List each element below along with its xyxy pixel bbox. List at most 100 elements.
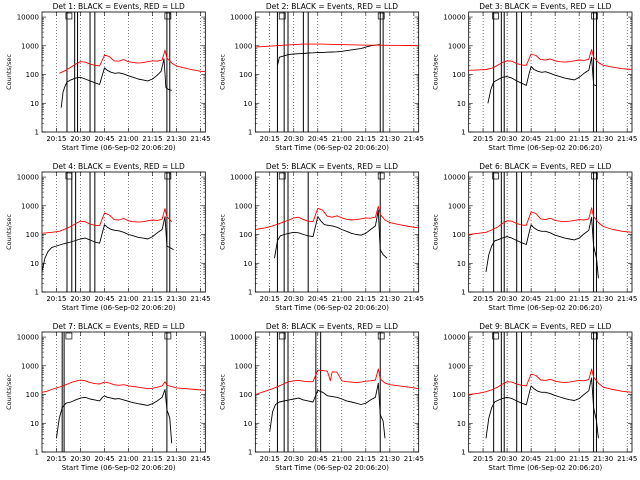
y-tick-label: 10 [243, 420, 252, 428]
series-line-lld [468, 368, 632, 395]
x-tick-label: 20:45 [94, 135, 114, 143]
y-tick-label: 1000 [21, 202, 39, 210]
y-tick-label: 10000 [443, 334, 465, 342]
series-line-lld [255, 368, 419, 395]
plot-frame [41, 11, 206, 133]
series-line-lld [59, 49, 206, 74]
x-tick-label: 21:15 [569, 455, 589, 463]
interval-marker-square [65, 172, 73, 180]
x-tick-label: 21:45 [190, 295, 210, 303]
series-line-lld [255, 43, 419, 48]
plot-frame [468, 11, 633, 133]
y-tick-label: 1000 [21, 362, 39, 370]
x-axis-label: Start Time (06-Sep-02 20:06:20) [62, 464, 176, 472]
plot-frame [254, 331, 420, 453]
x-tick-label: 21:45 [404, 455, 424, 463]
x-tick-label: 20:15 [260, 295, 280, 303]
x-tick-label: 20:30 [70, 455, 90, 463]
detector-panel-1: 20:15 20:30 20:45 21:00 21:15 21:30 21:45 1 10 10… [5, 2, 211, 152]
interval-marker-square [164, 332, 172, 340]
interval-marker-square [164, 12, 172, 20]
series-line-events [485, 377, 599, 439]
x-tick-label: 20:30 [70, 135, 90, 143]
y-tick-label: 10 [457, 100, 466, 108]
detector-panel-2: 20:15 20:30 20:45 21:00 21:15 21:30 21:45 1 10 10… [218, 2, 424, 152]
y-tick-label: 100 [239, 391, 252, 399]
x-tick-label: 21:00 [118, 455, 138, 463]
series-line-events [60, 58, 172, 108]
y-tick-label: 1 [35, 449, 39, 457]
x-tick-label: 21:30 [593, 455, 613, 463]
x-axis-label: Start Time (06-Sep-02 20:06:20) [488, 144, 602, 152]
x-tick-label: 20:45 [521, 135, 541, 143]
x-axis-label: Start Time (06-Sep-02 20:06:20) [488, 464, 602, 472]
y-tick-label: 1000 [21, 42, 39, 50]
x-tick-label: 21:00 [118, 295, 138, 303]
plot-area [42, 172, 174, 292]
panel-title: Det 9: BLACK = Events, RED = LLD [479, 322, 611, 331]
y-tick-label: 10000 [443, 14, 465, 22]
x-tick-label: 21:00 [545, 295, 565, 303]
x-tick-label: 21:00 [332, 135, 352, 143]
x-tick-label: 20:30 [497, 455, 517, 463]
panel-title: Det 6: BLACK = Events, RED = LLD [479, 162, 611, 171]
x-tick-label: 20:30 [497, 135, 517, 143]
y-tick-label: 10 [457, 420, 466, 428]
y-axis-label: Counts/sec [5, 214, 13, 250]
y-tick-label: 1000 [448, 362, 466, 370]
x-tick-label: 20:15 [46, 455, 66, 463]
x-tick-label: 20:45 [308, 455, 328, 463]
y-axis-label: Counts/sec [432, 54, 440, 90]
x-tick-label: 21:45 [404, 135, 424, 143]
y-tick-label: 10000 [17, 174, 39, 182]
x-tick-label: 21:45 [404, 295, 424, 303]
y-tick-label: 1 [461, 449, 465, 457]
x-tick-label: 20:15 [473, 455, 493, 463]
panel-title: Det 2: BLACK = Events, RED = LLD [266, 2, 398, 11]
y-tick-label: 10000 [230, 14, 252, 22]
detector-panel-7: 20:15 20:30 20:45 21:00 21:15 21:30 21:45 1 10 10… [5, 322, 211, 472]
x-tick-label: 21:30 [166, 455, 186, 463]
plot-frame [254, 11, 420, 133]
y-tick-label: 10 [30, 100, 39, 108]
y-tick-label: 10000 [230, 174, 252, 182]
plot-area [468, 172, 632, 292]
series-line-lld [468, 207, 632, 235]
interval-marker-square [65, 12, 73, 20]
x-axis-label: Start Time (06-Sep-02 20:06:20) [275, 464, 389, 472]
panel-title: Det 5: BLACK = Events, RED = LLD [266, 162, 398, 171]
y-tick-label: 10 [243, 100, 252, 108]
detector-panel-6: 20:15 20:30 20:45 21:00 21:15 21:30 21:45 1 10 10… [432, 162, 638, 312]
y-axis-label: Counts/sec [432, 374, 440, 410]
series-line-lld [42, 208, 173, 234]
detector-panel-5: 20:15 20:30 20:45 21:00 21:15 21:30 21:45 1 10 10… [218, 162, 424, 312]
y-tick-label: 1000 [235, 362, 253, 370]
y-tick-label: 100 [239, 231, 252, 239]
interval-marker-square [278, 172, 286, 180]
x-tick-label: 20:45 [94, 455, 114, 463]
y-tick-label: 10 [243, 260, 252, 268]
y-tick-label: 10 [30, 260, 39, 268]
y-tick-label: 100 [26, 391, 39, 399]
x-tick-label: 20:15 [260, 455, 280, 463]
plot-area [59, 12, 206, 132]
x-tick-label: 21:15 [356, 135, 376, 143]
panel-title: Det 7: BLACK = Events, RED = LLD [53, 322, 185, 331]
plot-area [468, 332, 632, 452]
x-tick-label: 20:30 [284, 135, 304, 143]
x-tick-label: 20:45 [521, 295, 541, 303]
series-line-lld [468, 48, 632, 71]
interval-marker-square [591, 332, 598, 340]
x-axis-label: Start Time (06-Sep-02 20:06:20) [62, 144, 176, 152]
plot-area [255, 172, 419, 292]
x-tick-label: 21:30 [380, 455, 400, 463]
y-tick-label: 100 [452, 71, 465, 79]
x-tick-label: 20:30 [497, 295, 517, 303]
interval-marker-square [591, 12, 598, 20]
x-tick-label: 21:30 [380, 295, 400, 303]
y-axis-label: Counts/sec [218, 214, 226, 250]
y-tick-label: 10 [30, 420, 39, 428]
plot-area [255, 332, 419, 452]
x-tick-label: 21:45 [617, 455, 637, 463]
y-tick-label: 100 [26, 71, 39, 79]
